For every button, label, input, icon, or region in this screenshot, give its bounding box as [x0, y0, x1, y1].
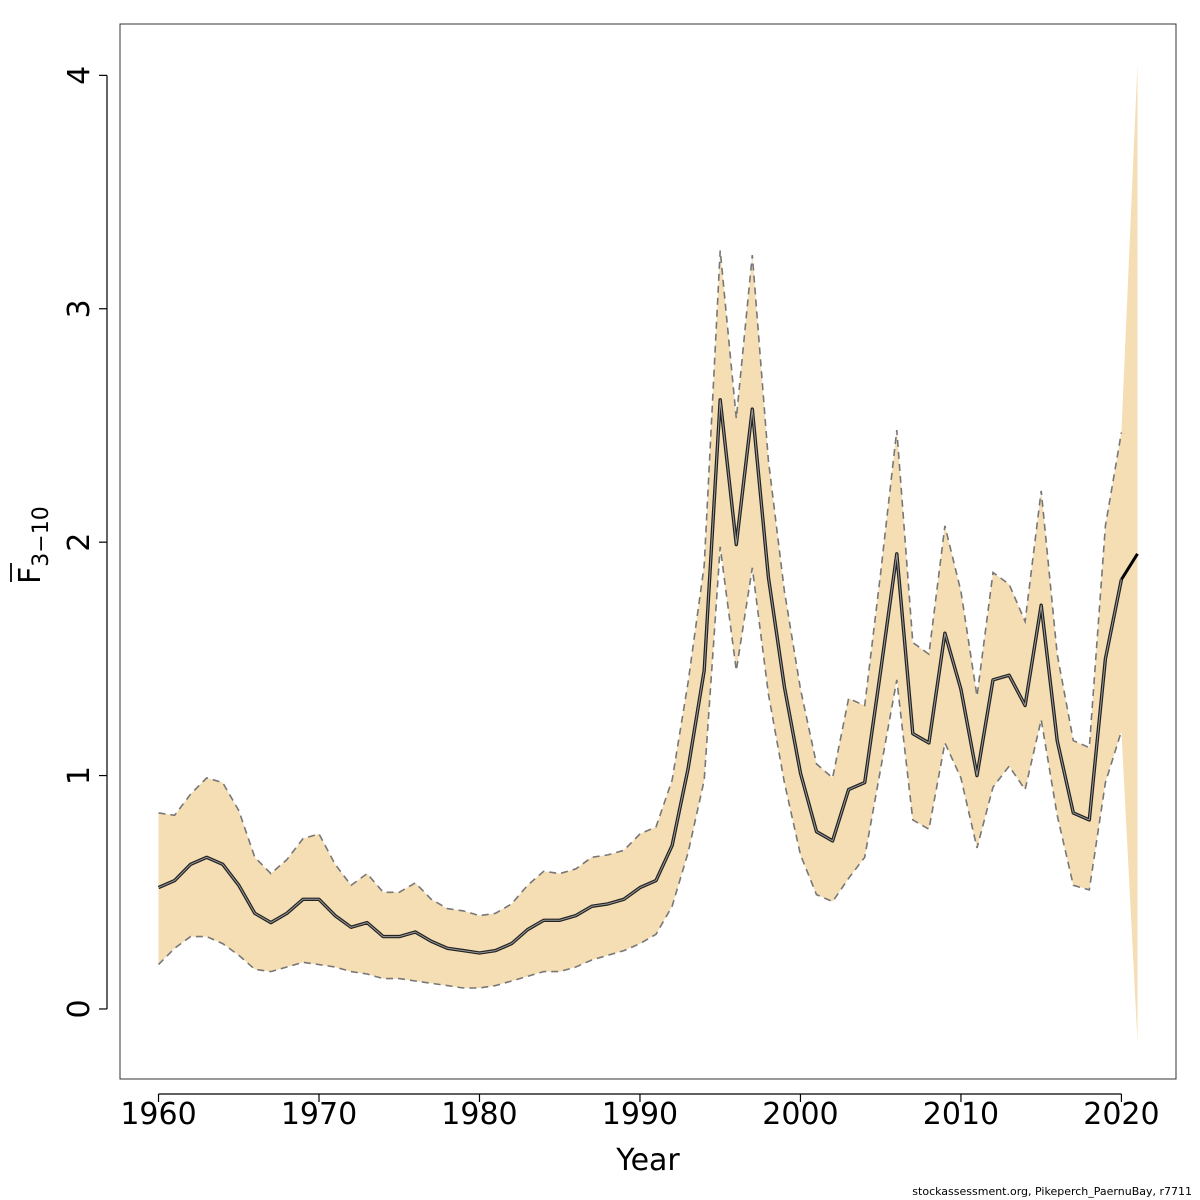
x-tick-label: 2010	[923, 1097, 999, 1132]
y-tick-label: 1	[62, 766, 97, 785]
lower-bound-line	[157, 546, 1123, 989]
x-tick-label: 1980	[441, 1097, 517, 1132]
x-tick-label: 1970	[281, 1097, 357, 1132]
y-axis: 0 1 2 3 4	[62, 66, 108, 1019]
estimate-line-final-segment	[1120, 553, 1139, 581]
plot-frame	[119, 23, 1177, 1080]
x-tick-label: 2020	[1083, 1097, 1159, 1132]
y-tick-label: 2	[62, 533, 97, 552]
upper-bound-line	[158, 250, 1123, 917]
y-tick-label: 4	[62, 66, 97, 85]
y-axis-title-subscript: 3−10	[29, 506, 54, 566]
estimate-line-core	[158, 399, 1122, 954]
credit-text: stockassessment.org, Pikeperch_PaernuBay…	[912, 1185, 1192, 1198]
plot-area	[157, 63, 1139, 1042]
x-axis-title: Year	[615, 1143, 680, 1178]
x-axis: 1960 1970 1980 1990 2000 2010 2020	[120, 1093, 1160, 1132]
x-tick-label: 2000	[762, 1097, 838, 1132]
y-tick-label: 0	[62, 999, 97, 1018]
y-tick-label: 3	[62, 299, 97, 318]
y-axis-title-main: F	[13, 567, 48, 584]
y-axis-title: F3−10	[10, 506, 54, 584]
x-tick-label: 1960	[120, 1097, 196, 1132]
y-axis-title-text: F3−10	[13, 506, 54, 584]
confidence-band	[158, 63, 1138, 1042]
x-tick-label: 1990	[602, 1097, 678, 1132]
